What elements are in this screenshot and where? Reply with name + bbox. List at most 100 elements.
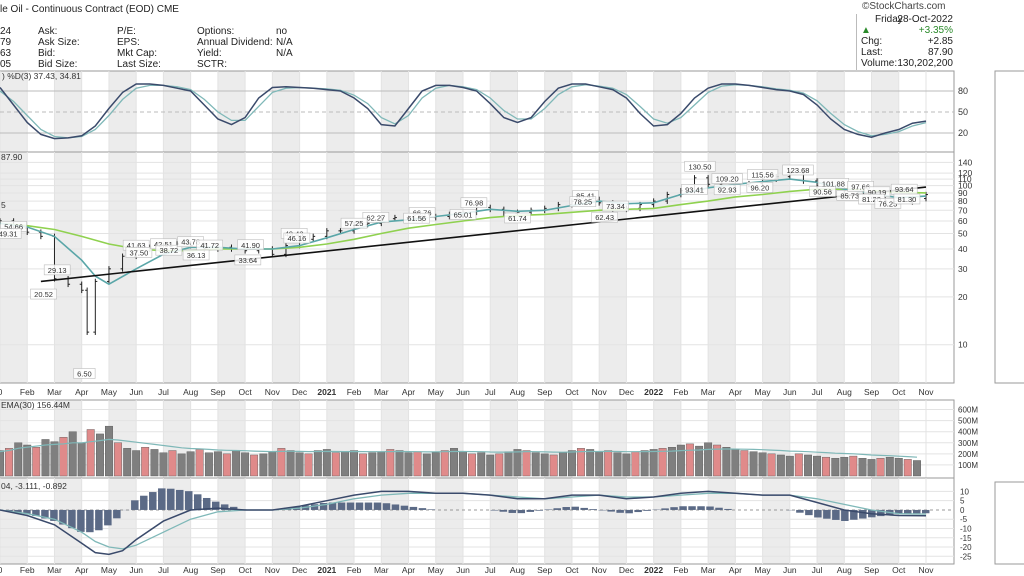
vol-tick-label: 400M <box>958 428 978 437</box>
x-tick-label: Jul <box>158 387 169 397</box>
field-pe-label: P/E: <box>117 26 136 37</box>
volume-bar <box>658 448 667 477</box>
volume-bar <box>849 455 858 477</box>
period-shade <box>326 152 355 383</box>
price-annotation-box <box>782 164 814 176</box>
macd-histogram-bar <box>670 507 678 510</box>
volume-bar <box>676 444 685 477</box>
macd-histogram-bar <box>895 509 903 514</box>
volume-bar <box>604 450 613 477</box>
macd-histogram-bar <box>373 502 382 510</box>
price-annotation-box <box>237 239 264 251</box>
volume-bar <box>213 451 222 477</box>
price-tick-label: 60 <box>958 216 968 226</box>
period-shade <box>708 400 736 478</box>
price-annotation-box <box>893 193 921 205</box>
volume-bar <box>858 458 867 477</box>
x-tick-label: Apr <box>729 565 742 575</box>
price-annotation-box <box>684 160 716 172</box>
x-tick-label: Dec <box>292 387 308 397</box>
quote-volume-value: 130,202,200 <box>897 58 953 69</box>
macd-histogram-bar <box>167 488 175 510</box>
volume-bar <box>804 454 813 477</box>
x-tick-label: Mar <box>374 387 389 397</box>
price-annotation: 93.64 <box>895 185 914 194</box>
field-options-label: Options: <box>197 26 235 37</box>
period-shade <box>272 478 300 564</box>
volume-bar <box>77 442 86 477</box>
price-tick-label: 100 <box>958 181 972 191</box>
period-shade <box>762 400 790 478</box>
trend-line <box>40 186 927 283</box>
period-shade <box>435 152 463 383</box>
volume-bar <box>667 447 676 477</box>
period-shade <box>217 152 246 383</box>
period-shade <box>653 400 681 478</box>
volume-bar <box>331 452 340 477</box>
sto-label: ) %D(3) 37.43, 34.81 <box>2 71 81 81</box>
macd-histogram-bar <box>904 509 912 514</box>
price-annotation: 36.13 <box>187 251 206 260</box>
macd-tick-label: 5 <box>960 497 965 506</box>
period-shade <box>871 478 899 564</box>
volume-bar <box>840 456 849 477</box>
x-tick-label: Oct <box>239 565 253 575</box>
field-eps-label: EPS: <box>117 37 140 48</box>
x-tick-label: Jul <box>485 565 496 575</box>
left-value-1: 79 <box>0 37 12 48</box>
macd-histogram-bar <box>607 509 615 512</box>
price-annotation: 123.68 <box>787 166 810 175</box>
period-shade <box>544 400 572 478</box>
macd-histogram-bar <box>553 508 561 510</box>
period-shade <box>544 478 572 564</box>
macd-histogram-bar <box>589 509 597 510</box>
macd-histogram-bar <box>427 509 436 510</box>
macd-histogram-bar <box>526 509 535 512</box>
quote-volume-label: Volume: <box>861 58 898 69</box>
sto-tick-label: 50 <box>958 107 968 117</box>
volume-bar <box>595 451 604 477</box>
period-shade <box>490 152 518 383</box>
volume-bar <box>322 449 331 477</box>
volume-bar <box>413 451 422 477</box>
side-panel-border <box>994 70 1024 384</box>
period-shade <box>599 152 627 383</box>
x-tick-label: Jul <box>158 565 169 575</box>
x-tick-label: Jun <box>129 387 143 397</box>
price-annotation: 109.20 <box>716 175 739 184</box>
field-last-size-label: Last Size: <box>117 59 161 70</box>
price-annotation: 115.56 <box>751 171 773 180</box>
x-tick-label: Jun <box>783 565 797 575</box>
volume-bar <box>567 450 576 477</box>
price-tick-label: 110 <box>958 174 972 184</box>
volume-bar <box>232 450 241 477</box>
x-tick-label: Jun <box>456 387 470 397</box>
field-bid-size-label: Bid Size: <box>38 59 78 70</box>
price-annotation-box <box>569 196 597 207</box>
price-annotation: 78.25 <box>573 198 592 207</box>
period-shade <box>0 152 28 383</box>
x-tick-label: Aug <box>183 565 198 575</box>
x-tick-label: Oct <box>892 387 906 397</box>
volume-bar <box>259 453 268 477</box>
macd-tick-label: 0 <box>960 506 965 515</box>
macd-histogram-bar <box>140 495 148 510</box>
volume-bar <box>41 439 50 477</box>
left-value-0: 24 <box>0 26 12 37</box>
price-annotation: 41.63 <box>127 241 146 250</box>
volume-bar <box>631 451 640 477</box>
volume-bar <box>649 449 658 477</box>
vol-label: EMA(30) 156.44M <box>1 400 70 410</box>
left-value-3: 05 <box>0 59 12 70</box>
period-shade <box>653 152 681 383</box>
volume-bar <box>749 451 758 477</box>
volume-bar <box>14 442 23 477</box>
macd-histogram-bar <box>104 509 112 526</box>
price-tick-label: 50 <box>958 229 968 239</box>
volume-bar <box>731 449 740 477</box>
macd-histogram-bar <box>643 509 651 511</box>
x-tick-label: 0 <box>0 387 3 397</box>
x-tick-label: Jul <box>812 565 823 575</box>
left-edge-label: 5 <box>1 200 6 210</box>
macd-tick-label: 10 <box>960 487 969 496</box>
